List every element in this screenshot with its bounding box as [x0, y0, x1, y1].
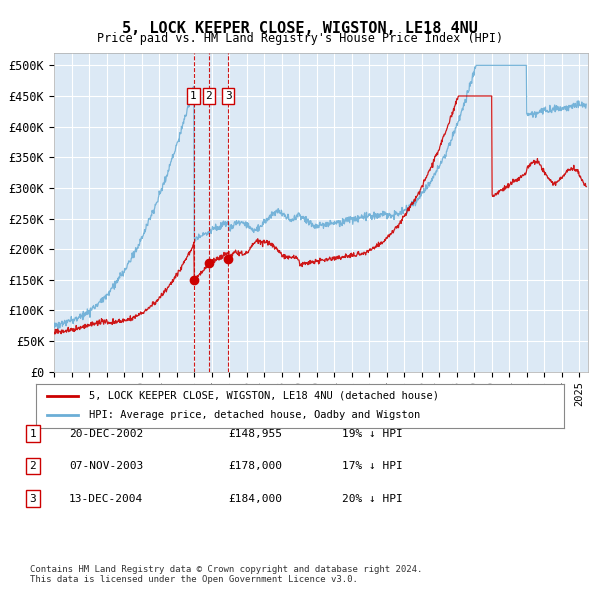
- Text: 13-DEC-2004: 13-DEC-2004: [69, 494, 143, 503]
- Text: £184,000: £184,000: [228, 494, 282, 503]
- Text: 5, LOCK KEEPER CLOSE, WIGSTON, LE18 4NU: 5, LOCK KEEPER CLOSE, WIGSTON, LE18 4NU: [122, 21, 478, 35]
- Text: 3: 3: [29, 494, 37, 503]
- Text: HPI: Average price, detached house, Oadby and Wigston: HPI: Average price, detached house, Oadb…: [89, 411, 420, 420]
- Text: 1: 1: [29, 429, 37, 438]
- Text: 5, LOCK KEEPER CLOSE, WIGSTON, LE18 4NU (detached house): 5, LOCK KEEPER CLOSE, WIGSTON, LE18 4NU …: [89, 391, 439, 401]
- Text: 19% ↓ HPI: 19% ↓ HPI: [342, 429, 403, 438]
- Text: 1: 1: [190, 91, 197, 101]
- Text: Price paid vs. HM Land Registry's House Price Index (HPI): Price paid vs. HM Land Registry's House …: [97, 32, 503, 45]
- Text: 20-DEC-2002: 20-DEC-2002: [69, 429, 143, 438]
- Text: 20% ↓ HPI: 20% ↓ HPI: [342, 494, 403, 503]
- Text: Contains HM Land Registry data © Crown copyright and database right 2024.
This d: Contains HM Land Registry data © Crown c…: [30, 565, 422, 584]
- Text: £178,000: £178,000: [228, 461, 282, 471]
- Text: 2: 2: [29, 461, 37, 471]
- Text: 2: 2: [206, 91, 212, 101]
- Text: 07-NOV-2003: 07-NOV-2003: [69, 461, 143, 471]
- Text: £148,955: £148,955: [228, 429, 282, 438]
- Text: 17% ↓ HPI: 17% ↓ HPI: [342, 461, 403, 471]
- Text: 3: 3: [225, 91, 232, 101]
